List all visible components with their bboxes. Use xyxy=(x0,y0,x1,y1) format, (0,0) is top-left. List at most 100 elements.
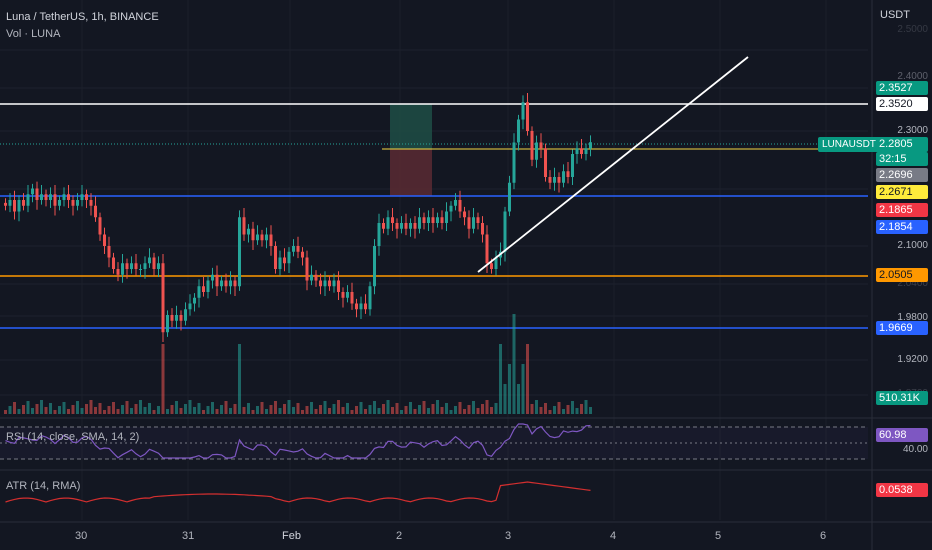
volume-bar xyxy=(422,401,426,414)
volume-bar xyxy=(184,404,187,414)
candle-body xyxy=(346,292,349,298)
volume-bar xyxy=(382,404,385,414)
volume-bar xyxy=(265,409,268,414)
rsi-line xyxy=(5,423,591,459)
candle-body xyxy=(319,280,322,287)
date-tick: 4 xyxy=(610,530,617,542)
volume-bar xyxy=(319,405,322,414)
candle-body xyxy=(233,280,237,287)
candle-body xyxy=(476,217,480,223)
volume-bar xyxy=(310,402,313,414)
candle-body xyxy=(494,257,498,269)
volume-bar xyxy=(116,409,120,414)
volume-bar xyxy=(521,364,525,414)
volume-bar xyxy=(292,407,295,414)
candle-body xyxy=(85,194,88,200)
volume-bar xyxy=(485,400,489,414)
candle-body xyxy=(8,200,12,206)
volume-bar xyxy=(179,408,183,414)
candle-body xyxy=(184,309,187,321)
volume-bar xyxy=(224,401,228,414)
blue-low-tag: 1.9669 xyxy=(876,321,928,335)
volume-bar xyxy=(508,364,511,414)
candle-body xyxy=(76,200,79,206)
candle-body xyxy=(94,205,97,218)
candle-body xyxy=(305,257,309,281)
volume-bar xyxy=(346,403,349,414)
volume-bar xyxy=(413,409,417,414)
candle-body xyxy=(22,200,25,206)
candle-body xyxy=(4,202,7,206)
volume-bar xyxy=(130,408,133,414)
candle-body xyxy=(35,188,39,200)
candle-body xyxy=(17,200,21,212)
candle-body xyxy=(589,142,592,149)
volume-bar xyxy=(566,405,570,414)
volume-bar xyxy=(125,401,129,414)
candle-body xyxy=(220,280,223,287)
candle-body xyxy=(40,194,43,200)
yellow-level-tag: 2.2671 xyxy=(876,185,928,199)
volume-bar xyxy=(134,404,138,414)
volume-bar xyxy=(67,409,70,414)
candle-body xyxy=(481,223,484,235)
volume-bar xyxy=(17,409,21,414)
candle-body xyxy=(512,142,516,183)
volume-bar xyxy=(544,403,547,414)
candle-body xyxy=(400,223,403,229)
rsi-level-tick: 40.00 xyxy=(902,444,928,455)
volume-bar xyxy=(121,405,124,414)
price-tick: 2.3000 xyxy=(897,125,928,136)
candle-body xyxy=(179,315,183,321)
currency-label: USDT xyxy=(880,9,910,21)
candle-body xyxy=(373,246,376,287)
volume-bar xyxy=(35,404,39,414)
price-tick: 1.9200 xyxy=(897,354,928,365)
atr-line xyxy=(5,481,591,503)
candle-body xyxy=(431,217,435,223)
volume-bar xyxy=(197,403,201,414)
volume-bar xyxy=(278,408,282,414)
candle-body xyxy=(89,200,93,206)
candle-body xyxy=(332,280,336,287)
candle-body xyxy=(413,223,417,229)
volume-bar xyxy=(481,404,484,414)
white-line-tag: 2.3520 xyxy=(876,97,928,111)
volume-bar xyxy=(368,405,372,414)
volume-bar xyxy=(220,405,223,414)
candle-body xyxy=(139,269,142,270)
candle-body xyxy=(53,194,57,206)
volume-tag: 510.31K xyxy=(876,391,928,405)
volume-bar xyxy=(526,344,529,414)
volume-bar xyxy=(157,406,160,414)
volume-bar xyxy=(229,408,232,414)
candle-body xyxy=(269,234,273,246)
price-tick: 2.1000 xyxy=(897,240,928,251)
volume-bar xyxy=(152,410,156,414)
candle-body xyxy=(544,148,547,177)
volume-bar xyxy=(517,384,520,414)
candle-body xyxy=(71,200,75,206)
candle-body xyxy=(148,257,151,264)
candle-body xyxy=(157,263,160,269)
candle-body xyxy=(323,280,327,287)
volume-bar xyxy=(283,404,286,414)
candle-body xyxy=(584,148,588,154)
volume-bar xyxy=(175,401,178,414)
rsi-legend: RSI (14, close, SMA, 14, 2) xyxy=(6,431,140,443)
candle-body xyxy=(472,217,475,229)
candle-body xyxy=(454,200,457,206)
volume-bar xyxy=(328,408,331,414)
volume-bar xyxy=(418,405,421,414)
volume-bar xyxy=(476,408,480,414)
candle-body xyxy=(526,102,529,131)
candle-body xyxy=(278,257,282,269)
candle-body xyxy=(188,303,192,310)
candle-body xyxy=(224,280,228,287)
candle-body xyxy=(247,228,250,235)
candle-body xyxy=(341,292,345,298)
volume-bar xyxy=(8,406,12,414)
volume-bar xyxy=(4,410,7,414)
volume-bar xyxy=(287,400,291,414)
